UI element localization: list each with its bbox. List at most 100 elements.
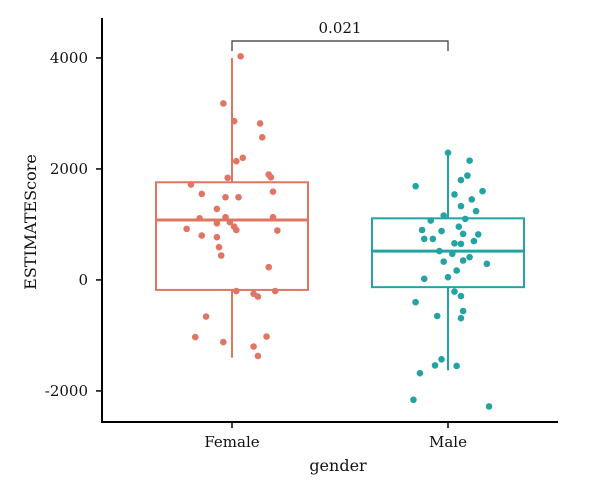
data-point: [451, 191, 458, 198]
data-point: [416, 369, 424, 377]
data-point: [459, 307, 467, 315]
data-point: [254, 293, 262, 300]
data-point: [191, 333, 199, 341]
data-point: [459, 230, 467, 238]
data-point: [457, 202, 465, 210]
data-point: [222, 213, 229, 221]
data-point: [202, 313, 210, 320]
y-tick-label: 0: [78, 271, 88, 289]
data-point: [220, 338, 227, 346]
data-point: [429, 235, 437, 243]
data-point: [412, 298, 419, 306]
data-point: [461, 215, 469, 223]
data-point: [250, 343, 257, 350]
data-point: [451, 240, 458, 247]
data-point: [213, 233, 221, 241]
data-point: [267, 173, 275, 181]
data-point: [198, 232, 206, 239]
data-point: [220, 100, 227, 107]
x-axis-title: gender: [309, 456, 367, 475]
box-male: [371, 154, 525, 371]
data-point: [468, 196, 476, 203]
data-point: [436, 247, 443, 255]
data-point: [420, 275, 428, 283]
data-point: [239, 154, 247, 162]
data-point: [440, 212, 447, 219]
y-axis-title: ESTIMATEScore: [21, 154, 40, 290]
data-point: [485, 403, 493, 410]
data-point: [198, 190, 206, 198]
data-point: [222, 193, 229, 201]
data-point: [433, 312, 441, 320]
x-tick-label: Female: [204, 433, 259, 451]
data-point: [235, 193, 242, 201]
significance-bracket: 0.021: [231, 19, 449, 51]
data-point: [274, 227, 281, 234]
axis-ticks: 4000 2000 0 -2000 Female Male: [45, 49, 467, 451]
data-point: [233, 287, 240, 295]
y-tick-label: -2000: [45, 382, 88, 400]
data-point: [269, 213, 277, 221]
data-point: [213, 220, 221, 227]
data-point: [449, 250, 456, 258]
data-point: [230, 117, 238, 125]
data-point: [271, 287, 279, 295]
y-tick-label: 2000: [50, 160, 88, 178]
data-point: [187, 181, 195, 188]
data-point: [233, 226, 240, 234]
data-point: [265, 263, 273, 271]
data-point: [453, 267, 460, 274]
data-point: [226, 218, 234, 226]
data-point: [254, 352, 262, 360]
x-tick-label: Male: [429, 433, 467, 451]
data-point: [444, 149, 452, 157]
data-point: [418, 226, 426, 234]
data-point: [258, 134, 266, 141]
data-point: [464, 172, 471, 179]
box-female: [155, 57, 309, 358]
data-point: [444, 273, 452, 281]
data-point: [474, 231, 482, 238]
data-point: [237, 52, 244, 60]
data-point: [440, 258, 447, 265]
interquartile-box: [371, 217, 525, 289]
data-point: [459, 257, 467, 264]
box-series: [155, 57, 525, 371]
data-point: [431, 362, 439, 369]
data-point: [483, 260, 491, 268]
data-point: [256, 120, 264, 127]
data-point: [438, 355, 445, 363]
data-point: [427, 217, 435, 224]
data-point: [455, 223, 463, 230]
interquartile-box: [155, 181, 309, 291]
data-point: [224, 174, 231, 182]
data-point: [410, 396, 417, 404]
data-point: [457, 292, 465, 300]
data-point: [196, 215, 203, 222]
significance-bracket-line: [231, 40, 449, 51]
data-point: [479, 187, 486, 195]
jitter-points: [183, 52, 493, 410]
data-point: [215, 243, 223, 251]
data-point: [269, 188, 277, 195]
data-point: [438, 227, 445, 235]
y-tick-label: 4000: [50, 49, 88, 67]
data-point: [457, 240, 465, 248]
data-point: [213, 205, 221, 213]
data-point: [470, 237, 478, 245]
data-point: [457, 176, 465, 184]
data-point: [420, 235, 428, 243]
data-point: [412, 182, 419, 190]
data-point: [466, 157, 473, 164]
data-point: [472, 207, 480, 215]
data-point: [233, 157, 240, 165]
data-point: [217, 252, 225, 259]
data-point: [457, 314, 465, 322]
significance-label: 0.021: [319, 19, 362, 37]
data-point: [466, 253, 473, 261]
data-point: [453, 362, 460, 370]
data-point: [451, 288, 458, 295]
data-point: [183, 225, 190, 233]
data-point: [263, 333, 270, 340]
